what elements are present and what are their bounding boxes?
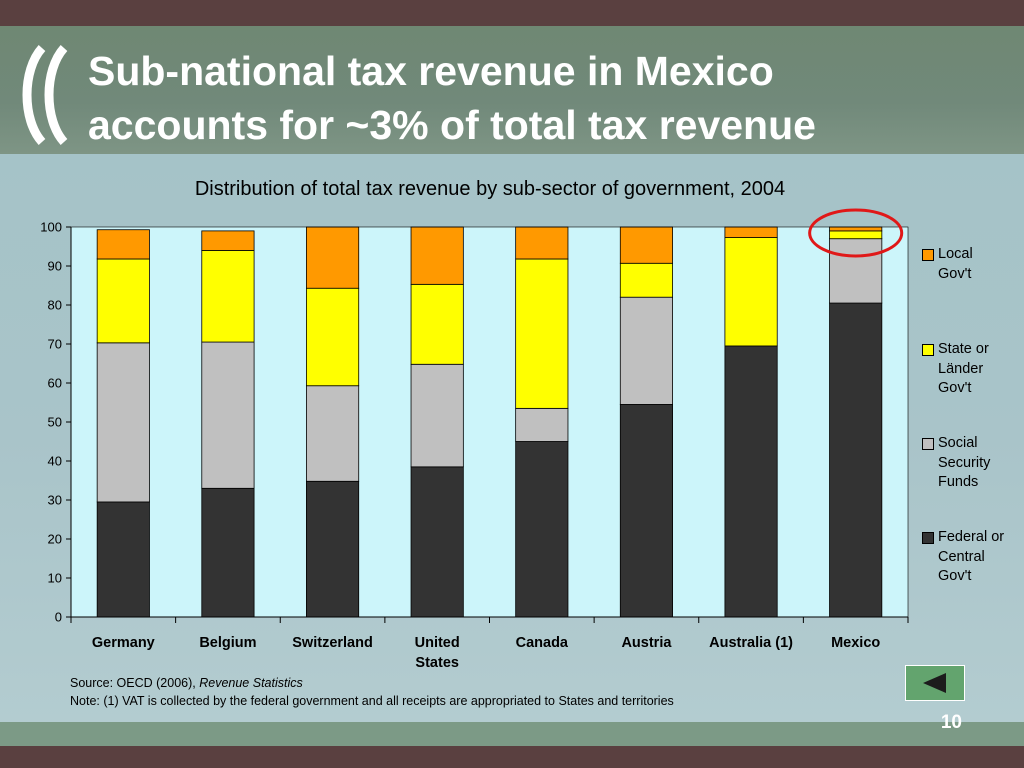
bar-segment [515,441,569,618]
source-footnote: Note: (1) VAT is collected by the federa… [70,694,674,708]
legend-swatch-state [922,344,934,356]
legend-label-line: Federal or [938,529,1005,545]
x-tick-label: Canada [516,635,569,651]
x-tick-label: United [415,635,460,651]
legend-label-line: Gov't [938,380,972,396]
legend-swatch-local [922,249,934,261]
x-tick-label: Germany [92,635,155,651]
legend-label-social-security: Social Security Funds [938,434,1024,493]
bar-segment [96,258,150,344]
bar-segment [201,249,255,343]
source-prefix: Source: OECD (2006), [70,676,200,690]
y-tick-label: 40 [48,454,62,469]
bar-segment [306,226,360,289]
bar-segment [829,230,883,240]
x-tick-label: Belgium [199,635,256,651]
bar-segment [96,342,150,503]
bar-segment [201,487,255,618]
legend-label-line: State or [938,341,989,357]
bar-segment [201,230,255,251]
y-tick-label: 70 [48,337,62,352]
y-tick-label: 60 [48,376,62,391]
bar-segment [724,226,778,238]
highlight-circle [808,208,904,258]
page-number: 10 [940,712,962,733]
bar-segment [619,262,673,298]
y-tick-label: 30 [48,493,62,508]
oecd-logo-icon [22,44,68,146]
bar-segment [96,229,150,260]
plot-area [71,227,908,617]
legend-label-state: State or Länder Gov't [938,340,1024,399]
legend-swatch-social-security [922,438,934,450]
bar-segment [515,258,569,409]
y-tick-label: 0 [55,610,62,625]
legend-label-federal: Federal or Central Gov't [938,528,1024,587]
y-tick-label: 100 [40,220,62,235]
x-tick-label: Australia (1) [709,635,793,651]
bar-segment [515,226,569,260]
x-tick-label: Switzerland [292,635,373,651]
y-tick-label: 50 [48,415,62,430]
bar-segment [306,480,360,618]
slide-title-line-2: accounts for ~3% of total tax revenue [88,102,816,148]
bar-segment [724,237,778,347]
bottom-border-strip [0,746,1024,768]
legend-label-line: Länder [938,360,984,377]
y-tick-label: 90 [48,259,62,274]
slide-title-line-1: Sub-national tax revenue in Mexico [88,48,774,94]
legend-swatch-federal [922,532,934,544]
bar-segment [410,283,464,365]
back-button[interactable] [905,665,965,701]
legend-label-line: Central [938,548,985,565]
source-note: Source: OECD (2006), Revenue Statistics … [70,674,890,710]
bar-segment [96,501,150,618]
bar-segment [619,296,673,405]
bar-segment [201,341,255,489]
x-tick-label: Austria [621,635,672,651]
chart-title: Distribution of total tax revenue by sub… [194,178,786,200]
bar-segment [829,226,883,232]
slide-header [0,26,1024,154]
top-border-strip [0,0,1024,26]
y-tick-label: 10 [48,571,62,586]
slide-title: Sub-national tax revenue in Mexico accou… [88,44,988,152]
legend-label-local: Local Gov't [938,245,1024,284]
left-triangle-icon [923,673,946,693]
bar-segment [619,404,673,618]
bar-segment [829,238,883,304]
plot-border [70,226,909,618]
bar-segment [410,363,464,468]
bar-segment [306,287,360,387]
bar-segment [724,345,778,618]
legend-label-line: Social [938,435,978,451]
bar-segment [306,385,360,482]
source-publication: Revenue Statistics [199,676,303,690]
y-tick-label: 80 [48,298,62,313]
y-tick-label: 20 [48,532,62,547]
x-tick-label: Mexico [831,635,880,651]
legend-label-line: Gov't [938,265,972,282]
x-tick-label: States [415,655,459,671]
footer-band [0,722,1024,746]
bar-segment [410,226,464,285]
bar-segment [619,226,673,264]
bar-segment [410,466,464,618]
legend-label-line: Security [938,454,991,471]
legend-label-line: Funds [938,474,979,490]
bar-segment [515,407,569,442]
legend-label-line: Local [938,246,973,262]
bar-segment [829,302,883,618]
legend-label-line: Gov't [938,568,972,584]
